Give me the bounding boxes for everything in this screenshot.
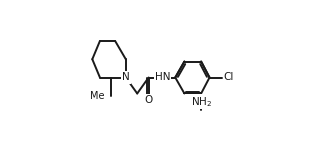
Text: N: N (122, 73, 130, 82)
Text: HN: HN (154, 73, 170, 82)
Text: HN: HN (154, 73, 170, 82)
Text: Cl: Cl (223, 73, 234, 82)
Text: N: N (122, 73, 130, 82)
Text: Me: Me (90, 91, 105, 101)
Text: O: O (144, 96, 153, 106)
Text: O: O (144, 95, 153, 105)
Text: NH$_2$: NH$_2$ (191, 95, 212, 109)
